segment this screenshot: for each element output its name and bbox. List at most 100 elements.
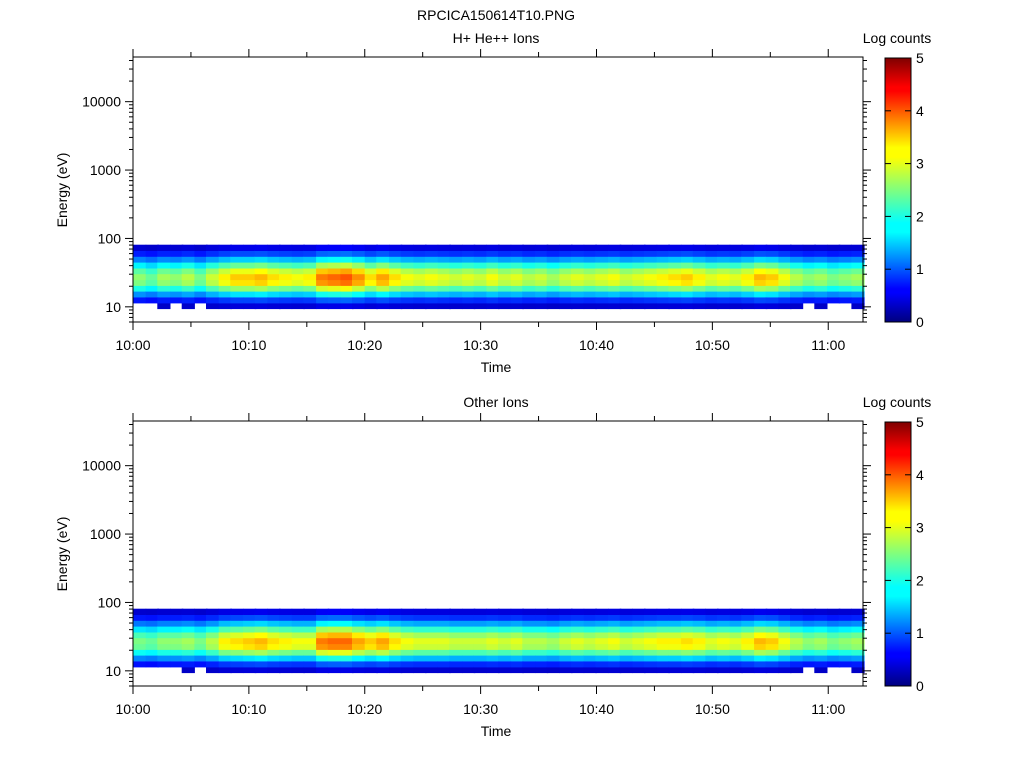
heatmap-cell bbox=[571, 302, 585, 310]
heatmap-cell bbox=[170, 608, 184, 615]
heatmap-cell bbox=[145, 267, 159, 275]
heatmap-cell bbox=[790, 285, 804, 292]
heatmap-cell bbox=[486, 666, 500, 674]
heatmap-cell bbox=[692, 614, 706, 621]
heatmap-cell bbox=[133, 267, 147, 275]
heatmap-cell bbox=[133, 262, 147, 269]
heatmap-cell bbox=[340, 620, 354, 627]
heatmap-cell bbox=[559, 666, 573, 674]
heatmap-cell bbox=[413, 297, 427, 304]
heatmap-cell bbox=[194, 267, 208, 275]
y-tick-label: 100 bbox=[98, 594, 122, 610]
heatmap-cell bbox=[486, 244, 500, 251]
heatmap-cell bbox=[133, 649, 147, 656]
heatmap-cell bbox=[802, 614, 816, 621]
heatmap-cell bbox=[303, 666, 317, 674]
heatmap-cell bbox=[814, 302, 828, 310]
heatmap-cell bbox=[535, 614, 549, 621]
heatmap-cell bbox=[254, 285, 268, 292]
heatmap-cell bbox=[279, 297, 293, 304]
heatmap-cell bbox=[145, 614, 159, 621]
heatmap-cell bbox=[827, 285, 841, 292]
heatmap-cell bbox=[632, 273, 646, 281]
heatmap-cell bbox=[254, 608, 268, 615]
heatmap-cell bbox=[546, 297, 560, 304]
heatmap-cell bbox=[218, 250, 232, 257]
heatmap-cell bbox=[729, 637, 743, 645]
heatmap-cell bbox=[352, 614, 366, 621]
colorbar-tick-label: 0 bbox=[916, 314, 924, 330]
heatmap-cell bbox=[522, 244, 536, 251]
x-axis-label: Time bbox=[481, 359, 512, 375]
heatmap-cell bbox=[608, 631, 622, 639]
heatmap-cell bbox=[729, 297, 743, 304]
heatmap-cell bbox=[717, 655, 731, 662]
heatmap-cell bbox=[486, 655, 500, 662]
heatmap-cell bbox=[692, 620, 706, 627]
heatmap-cell bbox=[413, 273, 427, 281]
heatmap-cell bbox=[291, 256, 305, 263]
heatmap-cell bbox=[608, 614, 622, 621]
heatmap-cell bbox=[230, 655, 244, 662]
heatmap-cell bbox=[851, 661, 865, 668]
heatmap-cell bbox=[376, 649, 390, 656]
heatmap-cell bbox=[437, 279, 451, 286]
heatmap-cell bbox=[462, 256, 476, 263]
heatmap-cell bbox=[194, 655, 208, 662]
heatmap-cell bbox=[790, 614, 804, 621]
heatmap-cell bbox=[316, 302, 330, 310]
heatmap-cell bbox=[340, 637, 354, 645]
heatmap-cell bbox=[729, 608, 743, 615]
heatmap-cell bbox=[181, 620, 195, 627]
heatmap-cell bbox=[170, 631, 184, 639]
heatmap-cell bbox=[656, 637, 670, 645]
x-tick-label: 10:00 bbox=[115, 337, 150, 353]
heatmap-cell bbox=[765, 614, 779, 621]
heatmap-cell bbox=[692, 649, 706, 656]
heatmap-cell bbox=[303, 279, 317, 286]
colorbar-tick-label: 0 bbox=[916, 678, 924, 694]
heatmap-cell bbox=[243, 614, 257, 621]
heatmap-cell bbox=[559, 262, 573, 269]
heatmap-cell bbox=[535, 244, 549, 251]
heatmap-cell bbox=[254, 637, 268, 645]
heatmap-cell bbox=[254, 297, 268, 304]
heatmap-cell bbox=[790, 250, 804, 257]
heatmap-cell bbox=[316, 285, 330, 292]
heatmap-cell bbox=[571, 631, 585, 639]
heatmap-cell bbox=[656, 285, 670, 292]
heatmap-cell bbox=[510, 302, 524, 310]
heatmap-cell bbox=[425, 608, 439, 615]
heatmap-cell bbox=[413, 643, 427, 650]
heatmap-cell bbox=[243, 302, 257, 310]
heatmap-cell bbox=[449, 262, 463, 269]
heatmap-cell bbox=[194, 626, 208, 633]
heatmap-cell bbox=[194, 285, 208, 292]
heatmap-cell bbox=[522, 608, 536, 615]
heatmap-cell bbox=[608, 637, 622, 645]
heatmap-cell bbox=[462, 262, 476, 269]
heatmap-cell bbox=[206, 262, 220, 269]
heatmap-cell bbox=[656, 302, 670, 310]
heatmap-cell bbox=[802, 273, 816, 281]
heatmap-cell bbox=[717, 614, 731, 621]
heatmap-cell bbox=[681, 256, 695, 263]
heatmap-cell bbox=[279, 279, 293, 286]
heatmap-cell bbox=[449, 302, 463, 310]
heatmap-cell bbox=[692, 273, 706, 281]
heatmap-cell bbox=[546, 661, 560, 668]
heatmap-cell bbox=[254, 626, 268, 633]
heatmap-cell bbox=[437, 620, 451, 627]
heatmap-cell bbox=[765, 244, 779, 251]
heatmap-cell bbox=[279, 649, 293, 656]
heatmap-cell bbox=[254, 666, 268, 674]
heatmap-cell bbox=[181, 643, 195, 650]
heatmap-cell bbox=[230, 267, 244, 275]
heatmap-cell bbox=[400, 297, 414, 304]
heatmap-cell bbox=[668, 643, 682, 650]
heatmap-cell bbox=[254, 256, 268, 263]
heatmap-cell bbox=[400, 279, 414, 286]
heatmap-cell bbox=[522, 643, 536, 650]
heatmap-cell bbox=[608, 267, 622, 275]
heatmap-cell bbox=[790, 267, 804, 275]
